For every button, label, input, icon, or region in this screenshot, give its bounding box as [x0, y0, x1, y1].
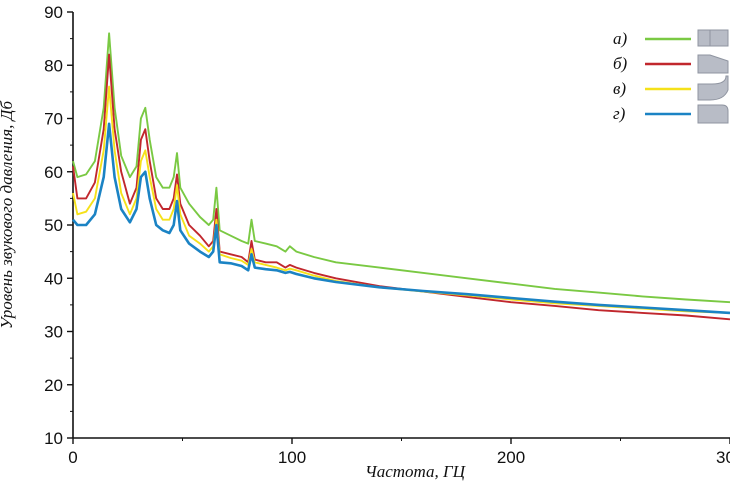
x-tick-label: 300: [716, 448, 730, 467]
legend-label-1: а): [613, 29, 628, 48]
x-tick-label: 200: [497, 448, 525, 467]
y-tick-label: 70: [44, 110, 63, 129]
legend-label-3: в): [613, 79, 626, 98]
series-line-2: [72, 53, 730, 321]
pipe-shape-icon: [697, 54, 729, 74]
x-tick-label: 0: [68, 448, 77, 467]
y-tick-label: 80: [44, 56, 63, 75]
legend-label-2: б): [613, 54, 628, 73]
x-tick-label: 100: [278, 448, 306, 467]
series-layer: [71, 32, 730, 321]
pipe-shape-icon: [697, 29, 729, 47]
y-tick-label: 60: [44, 163, 63, 182]
series-line-4: [71, 122, 730, 315]
y-tick-label: 50: [44, 216, 63, 235]
y-tick-label: 20: [44, 376, 63, 395]
legend: а) б) в) г): [613, 29, 729, 124]
pipe-shape-icon: [697, 75, 729, 101]
y-tick-label: 30: [44, 323, 63, 342]
pipe-shape-icon: [697, 104, 729, 124]
y-tick-label: 90: [44, 3, 63, 22]
series-line-1: [72, 32, 730, 304]
y-tick-label: 10: [44, 429, 63, 448]
y-tick-label: 40: [44, 269, 63, 288]
axes: 10 20 30 40 50 60 70 80 90 0 100 200 300: [44, 3, 730, 467]
x-axis-title: Частота, ГЦ: [365, 462, 467, 481]
y-axis-title: Уровень звукового давления, Дб: [0, 101, 16, 330]
series-line-3: [72, 85, 730, 314]
legend-label-4: г): [613, 104, 626, 123]
